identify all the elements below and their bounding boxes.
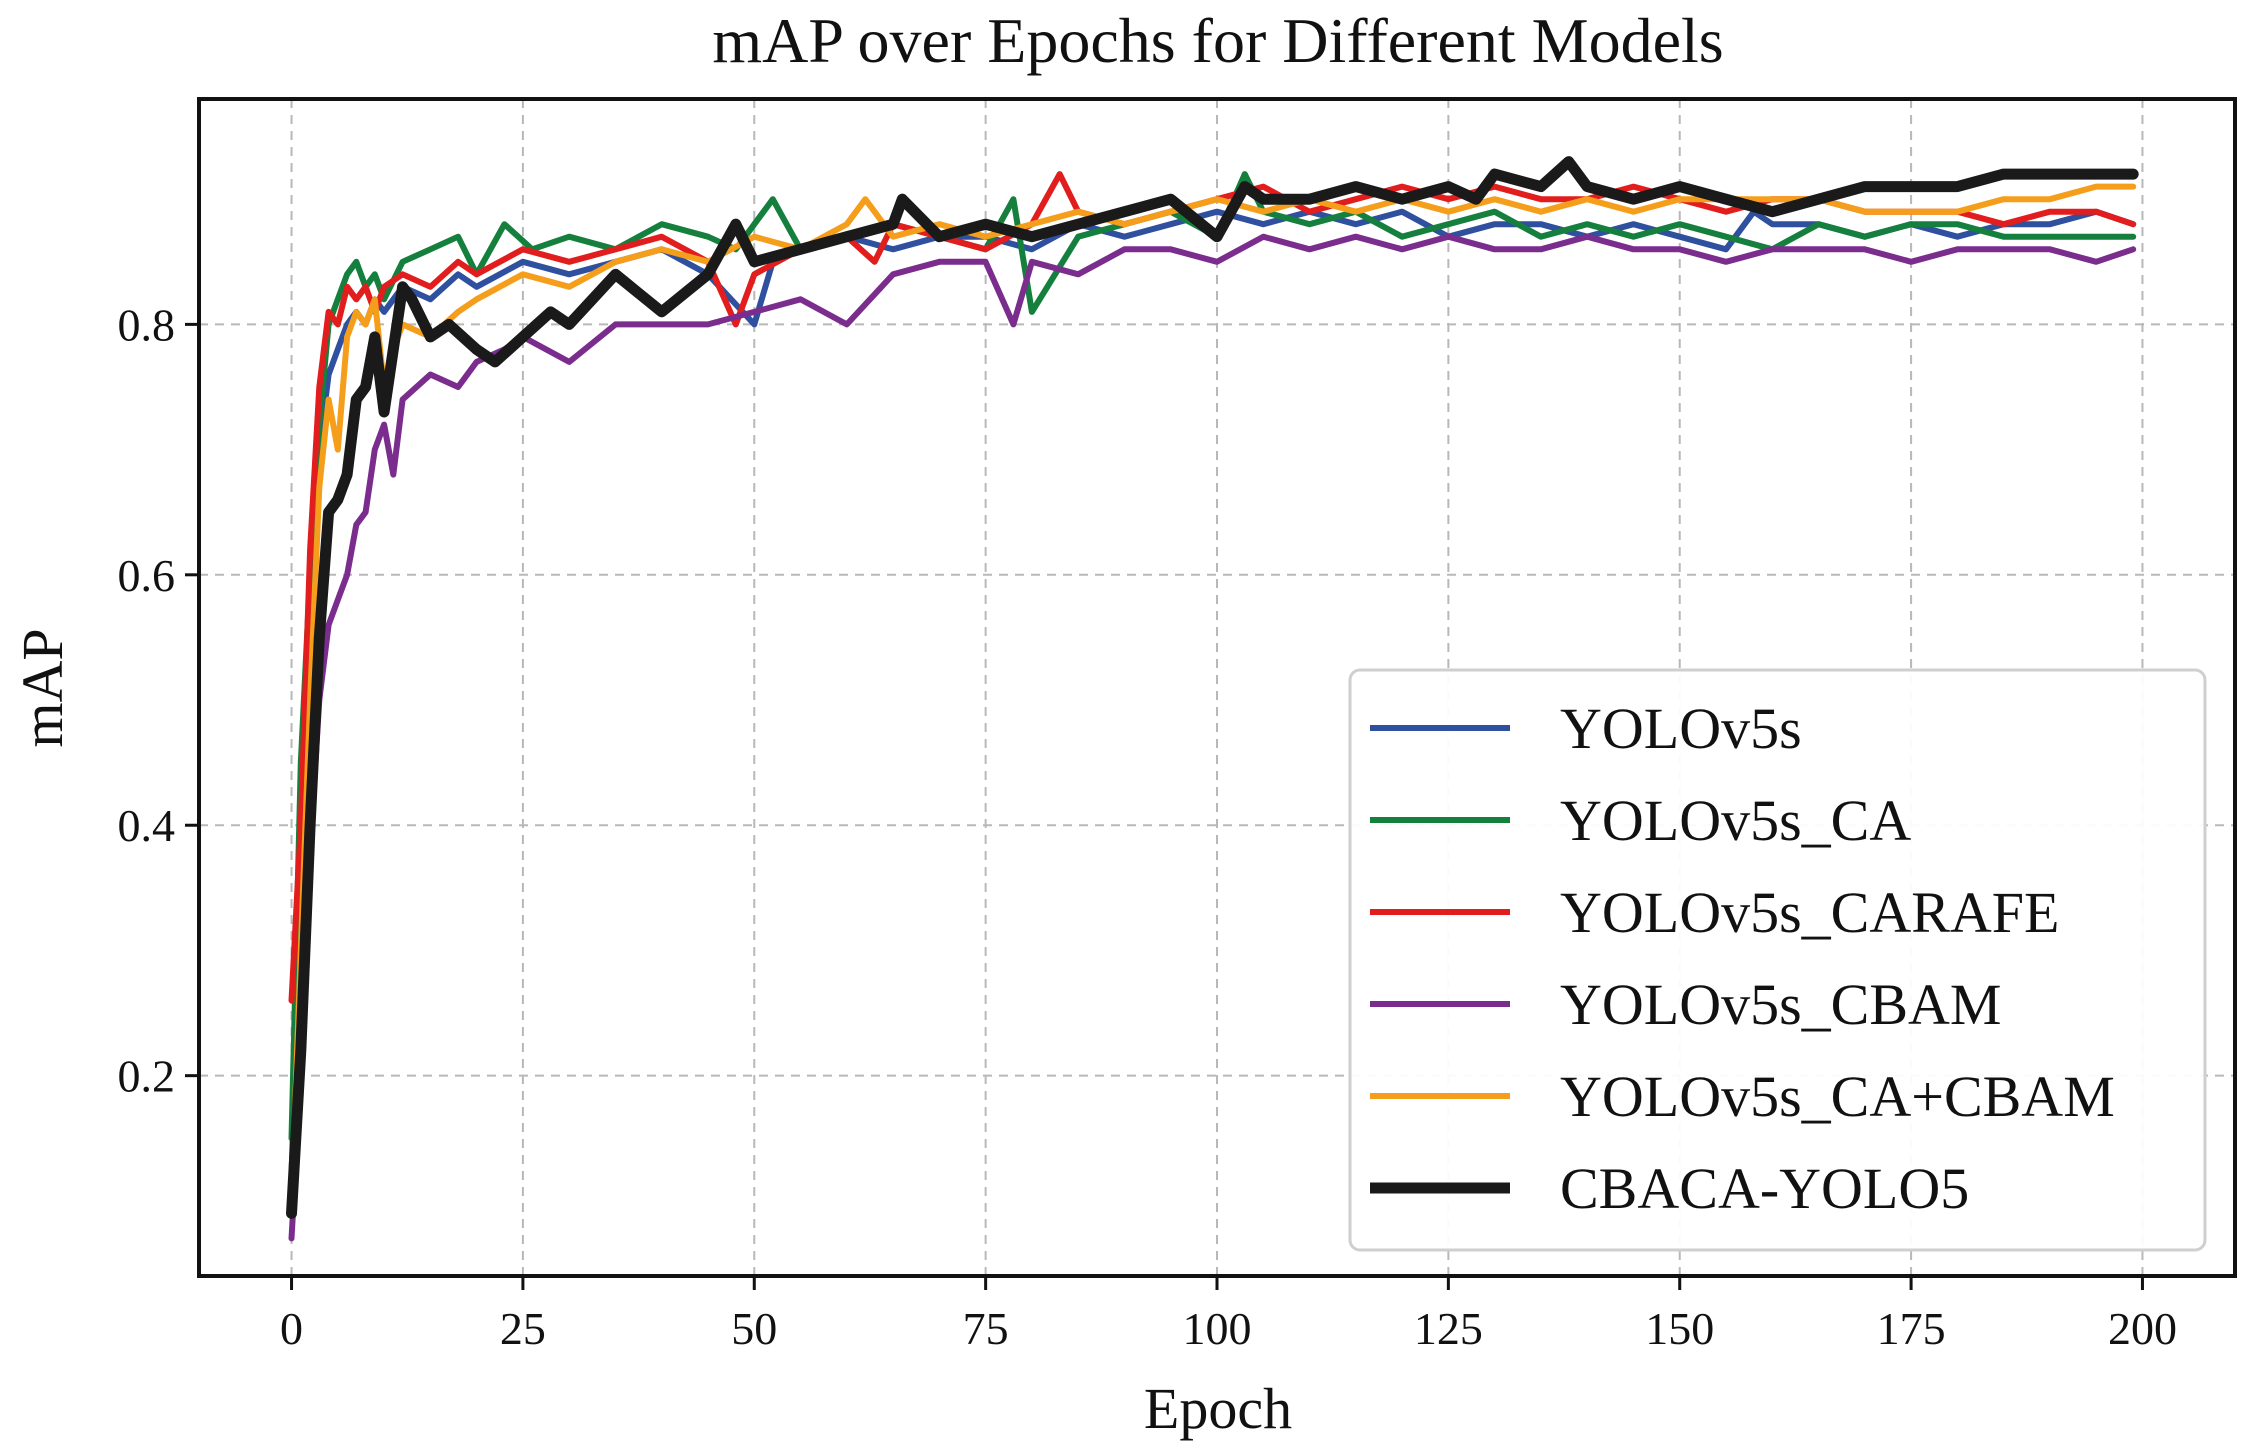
legend-label: CBACA-YOLO5 xyxy=(1560,1156,1969,1221)
x-tick-label: 0 xyxy=(280,1303,303,1354)
legend-label: YOLOv5s_CBAM xyxy=(1560,972,2002,1037)
legend: YOLOv5s YOLOv5s_CA YOLOv5s_CARAFE YOLOv5s_C… xyxy=(1348,668,2207,1252)
x-tick-label: 25 xyxy=(500,1303,546,1354)
axis-ticks: 0 25 50 75 100 125 150 175 200 0.2 0.4 0.6 0.8 xyxy=(118,299,2177,1354)
legend-entries: YOLOv5s YOLOv5s_CA YOLOv5s_CARAFE YOLOv5s_C… xyxy=(1370,696,2115,1221)
legend-box xyxy=(1348,668,2207,1252)
legend-label: YOLOv5s_CA+CBAM xyxy=(1560,1064,2115,1129)
legend-label: YOLOv5s_CA xyxy=(1560,788,1911,853)
plot-series xyxy=(286,156,2139,1242)
legend-label: YOLOv5s xyxy=(1560,696,1802,761)
x-tick-label: 50 xyxy=(731,1303,777,1354)
y-tick-label: 0.8 xyxy=(118,299,176,350)
legend-label: YOLOv5s_CARAFE xyxy=(1560,880,2060,945)
x-tick-label: 200 xyxy=(2108,1303,2177,1354)
series-line-yolov5s-cbam xyxy=(288,233,2137,1242)
y-tick-label: 0.2 xyxy=(118,1051,176,1102)
series-line-cbaca-yolo5 xyxy=(286,156,2139,1219)
x-tick-label: 125 xyxy=(1414,1303,1483,1354)
x-axis-label: Epoch xyxy=(1144,1376,1292,1441)
chart-title: mAP over Epochs for Different Models xyxy=(712,5,1723,76)
x-tick-label: 150 xyxy=(1645,1303,1714,1354)
x-tick-label: 100 xyxy=(1183,1303,1252,1354)
x-tick-label: 75 xyxy=(963,1303,1009,1354)
y-axis-label: mAP xyxy=(10,628,75,747)
y-tick-label: 0.6 xyxy=(118,550,176,601)
y-tick-label: 0.4 xyxy=(118,800,176,851)
x-tick-label: 175 xyxy=(1877,1303,1946,1354)
